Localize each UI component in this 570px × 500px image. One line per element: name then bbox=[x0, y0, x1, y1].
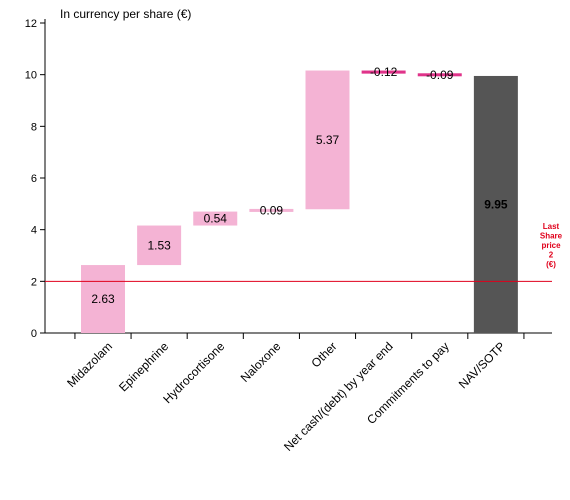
unit-label: In currency per share (€) bbox=[60, 7, 191, 21]
x-category-label: Net cash/(debt) by year end bbox=[281, 339, 396, 454]
waterfall-bar bbox=[81, 265, 125, 333]
data-label: 1.53 bbox=[147, 238, 171, 252]
waterfall-bar bbox=[361, 70, 406, 74]
data-labels: 2.63 1.53 0.54 0.09 5.37 -0.12 -0.09 9.95 bbox=[91, 65, 508, 306]
x-category-label: NAV/SOTP bbox=[456, 339, 508, 391]
data-label: 9.95 bbox=[484, 197, 508, 211]
y-tick-label: 0 bbox=[31, 328, 37, 340]
data-label: 2.63 bbox=[91, 292, 115, 306]
y-tick-label: 2 bbox=[31, 276, 37, 288]
x-category-label: Naloxone bbox=[238, 339, 284, 385]
x-category-label: Epinephrine bbox=[116, 339, 171, 394]
y-tick-label: 10 bbox=[25, 70, 37, 82]
data-label: -0.09 bbox=[426, 68, 454, 82]
waterfall-bar bbox=[137, 225, 182, 266]
waterfall-bar bbox=[249, 208, 294, 212]
y-tick-label: 8 bbox=[31, 121, 37, 133]
reference-line-label: Last bbox=[543, 222, 560, 231]
x-category-label: Midazolam bbox=[64, 339, 115, 390]
reference-line-label: Share bbox=[540, 232, 563, 241]
reference-line-label: price bbox=[541, 241, 561, 250]
x-category-label: Other bbox=[308, 339, 339, 370]
waterfall-bar bbox=[305, 70, 350, 210]
y-axis: 0 2 4 6 8 10 12 bbox=[25, 18, 46, 340]
data-label: 0.54 bbox=[204, 212, 228, 226]
bars bbox=[81, 70, 518, 333]
reference-line-label: 2 bbox=[549, 251, 554, 260]
waterfall-bar bbox=[473, 75, 518, 333]
y-tick-label: 4 bbox=[31, 225, 37, 237]
data-label: -0.12 bbox=[370, 65, 398, 79]
y-tick-label: 12 bbox=[25, 18, 37, 30]
waterfall-bar bbox=[193, 211, 238, 226]
data-label: 5.37 bbox=[316, 133, 340, 147]
waterfall-bar bbox=[417, 73, 462, 77]
y-tick-label: 6 bbox=[31, 173, 37, 185]
data-label: 0.09 bbox=[260, 203, 284, 217]
reference-line-label: (€) bbox=[546, 260, 556, 269]
